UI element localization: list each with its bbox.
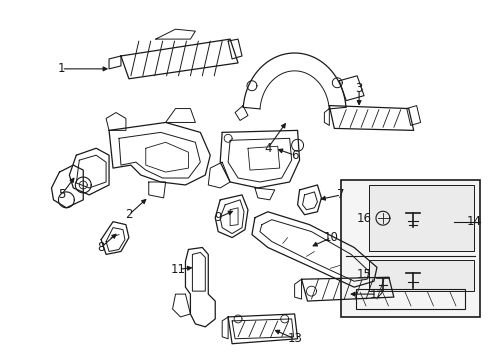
Text: 6: 6 — [290, 149, 298, 162]
Text: 10: 10 — [323, 231, 338, 244]
Text: 5: 5 — [58, 188, 65, 201]
Text: 7: 7 — [337, 188, 345, 201]
Text: 14: 14 — [466, 215, 480, 228]
Bar — [355, 289, 464, 309]
Text: 3: 3 — [355, 82, 362, 95]
Text: 4: 4 — [264, 142, 271, 155]
Text: 1: 1 — [58, 62, 65, 75]
Bar — [368, 185, 473, 251]
Text: 8: 8 — [97, 241, 104, 254]
Bar — [341, 180, 479, 317]
Text: 15: 15 — [356, 268, 371, 281]
Text: 13: 13 — [286, 332, 302, 345]
Text: 11: 11 — [171, 263, 185, 276]
Text: 9: 9 — [214, 211, 222, 224]
Text: 2: 2 — [125, 208, 132, 221]
Text: 12: 12 — [369, 288, 384, 301]
Bar — [368, 260, 473, 291]
Text: 16: 16 — [356, 212, 371, 225]
